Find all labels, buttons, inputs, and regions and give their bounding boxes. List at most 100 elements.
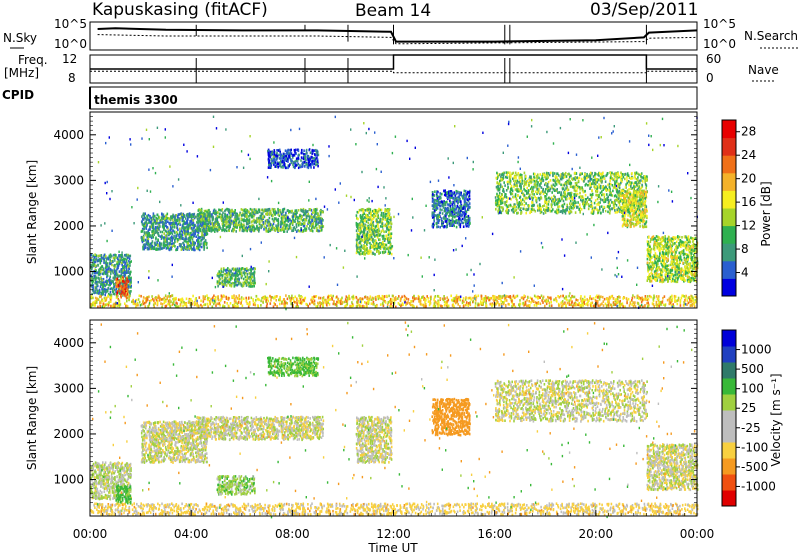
power-pixel — [200, 239, 202, 242]
power-pixel — [611, 184, 614, 187]
power-pixel — [435, 208, 438, 211]
power-pixel — [165, 214, 168, 217]
power-pixel — [236, 279, 239, 283]
power-pixel — [229, 212, 231, 215]
power-pixel — [253, 274, 255, 277]
power-pixel — [96, 283, 99, 287]
power-pixel — [170, 242, 173, 246]
power-pixel — [182, 222, 185, 226]
power-pixel — [238, 229, 241, 232]
power-pixel — [109, 279, 111, 283]
power-pixel — [534, 195, 536, 199]
power-pixel — [114, 283, 117, 286]
power-pixel — [141, 220, 143, 223]
power-pixel — [374, 209, 377, 212]
power-pixel — [573, 195, 576, 199]
power-pixel — [307, 162, 310, 165]
power-pixel — [98, 292, 101, 295]
power-pixel — [154, 231, 156, 234]
power-pixel — [501, 209, 504, 212]
power-pixel — [314, 224, 317, 228]
power-pixel — [556, 172, 558, 175]
power-pixel — [497, 209, 499, 213]
power-pixel — [531, 206, 534, 210]
power-pixel — [227, 270, 230, 273]
power-pixel — [111, 263, 113, 267]
power-pixel — [455, 189, 458, 193]
power-pixel — [279, 210, 282, 214]
power-pixel — [142, 243, 145, 247]
power-pixel — [97, 273, 100, 276]
power-pixel — [297, 155, 299, 158]
power-pixel — [384, 218, 387, 221]
power-pixel — [95, 286, 97, 290]
power-pixel — [201, 228, 204, 232]
power-pixel — [611, 194, 613, 197]
power-pixel — [142, 218, 145, 221]
power-pixel — [249, 207, 252, 211]
power-pixel — [187, 230, 189, 233]
power-pixel — [229, 218, 231, 221]
power-pixel — [363, 208, 366, 212]
power-pixel — [221, 208, 224, 211]
power-pixel — [264, 222, 267, 225]
power-pixel — [582, 200, 585, 204]
power-pixel — [156, 226, 159, 230]
power-pixel — [307, 155, 310, 159]
power-pixel — [208, 213, 210, 217]
power-pixel — [529, 187, 532, 191]
power-pixel — [99, 261, 102, 264]
power-pixel — [269, 153, 271, 157]
power-pixel — [232, 229, 235, 233]
power-pixel — [115, 281, 118, 284]
power-pixel — [91, 283, 94, 286]
power-pixel — [287, 160, 289, 163]
power-pixel — [389, 251, 391, 254]
power-pixel — [311, 216, 313, 219]
power-pixel — [368, 211, 371, 215]
power-pixel — [149, 217, 151, 220]
power-pixel — [436, 191, 438, 195]
power-pixel — [225, 220, 228, 223]
power-pixel — [280, 225, 282, 229]
power-pixel — [453, 224, 455, 228]
power-pixel — [267, 221, 270, 224]
power-pixel — [442, 204, 444, 208]
power-pixel — [123, 269, 126, 273]
power-pixel — [197, 240, 199, 244]
power-pixel — [92, 259, 94, 262]
power-pixel — [186, 221, 189, 224]
power-pixel — [291, 229, 293, 233]
power-pixel — [251, 279, 254, 283]
power-pixel — [390, 227, 392, 231]
power-pixel — [127, 280, 130, 283]
power-pixel — [150, 236, 153, 240]
power-pixel — [187, 227, 190, 231]
power-pixel — [292, 229, 294, 232]
power-pixel — [105, 260, 107, 263]
power-pixel — [189, 238, 192, 242]
power-pixel — [117, 288, 120, 292]
power-pixel — [373, 214, 375, 218]
power-pixel — [581, 172, 583, 175]
power-pixel — [301, 215, 303, 218]
power-pixel — [615, 187, 617, 191]
power-pixel — [234, 277, 237, 281]
power-pixel — [640, 172, 643, 175]
power-pixel — [443, 201, 446, 205]
power-pixel — [292, 163, 294, 167]
power-pixel — [242, 281, 244, 285]
power-pixel — [384, 212, 387, 216]
power-pixel — [508, 177, 511, 181]
power-pixel — [193, 230, 195, 233]
power-pixel — [302, 207, 305, 211]
power-pixel — [433, 203, 436, 206]
power-pixel — [252, 272, 254, 276]
power-pixel — [222, 270, 224, 274]
power-pixel — [297, 229, 299, 232]
power-pixel — [124, 257, 126, 261]
power-pixel — [361, 230, 363, 234]
power-pixel — [435, 199, 437, 202]
frequency-strip: 12 8 60 0 — [62, 52, 721, 85]
power-pixel — [215, 209, 217, 213]
